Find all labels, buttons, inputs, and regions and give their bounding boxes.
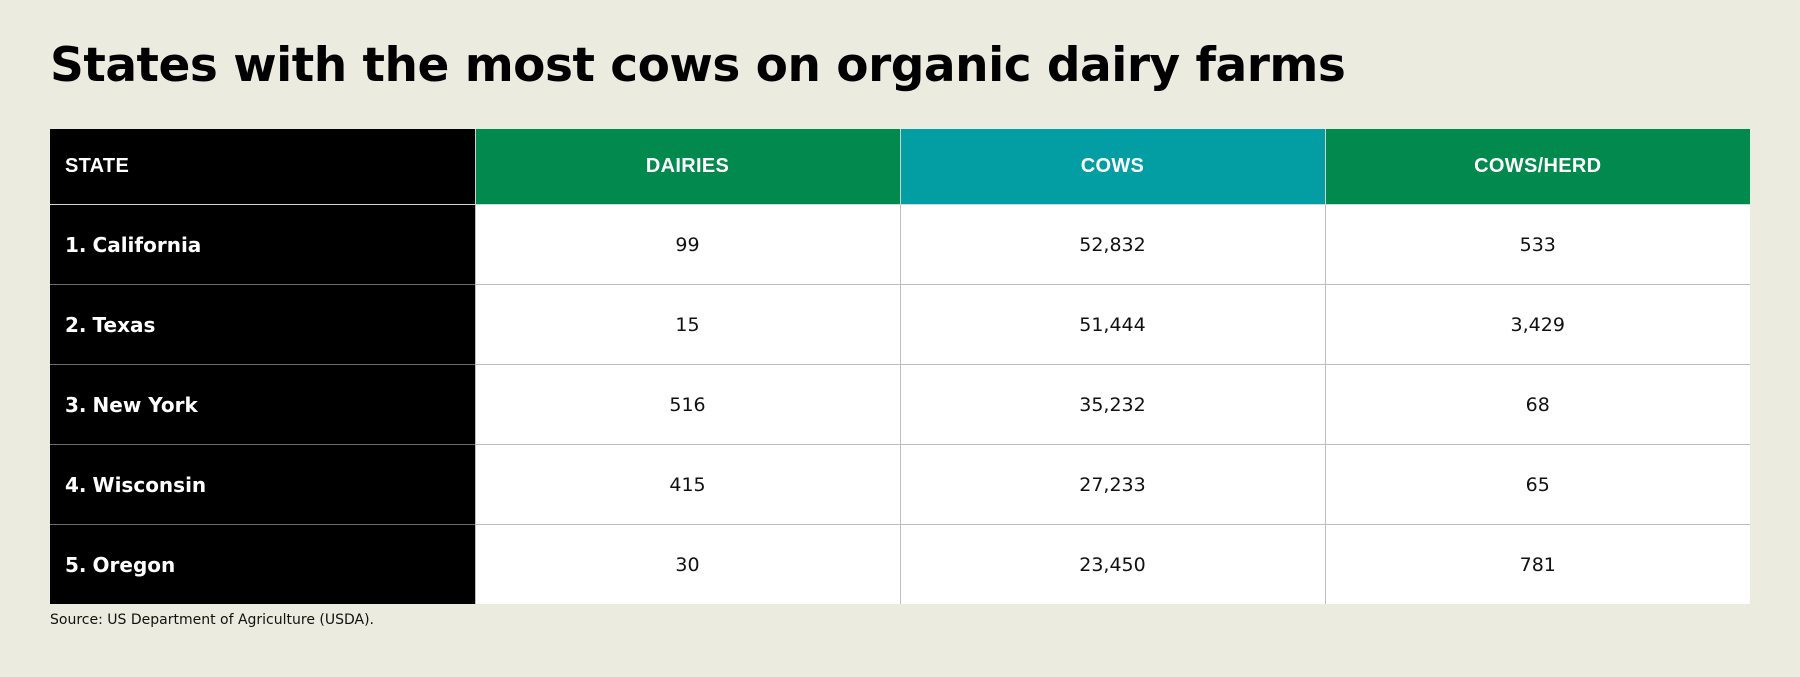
dairies-cell: 99 bbox=[475, 204, 901, 285]
data-table: STATE DAIRIES COWS COWS/HERD 1. Californi… bbox=[50, 129, 1750, 604]
header-cows: COWS bbox=[900, 129, 1326, 205]
state-name: Wisconsin bbox=[92, 472, 207, 497]
rank-label: 5. bbox=[65, 552, 87, 577]
table-row: 1. California 99 52,832 533 bbox=[50, 204, 1750, 285]
rank-label: 4. bbox=[65, 472, 87, 497]
header-dairies: DAIRIES bbox=[475, 129, 901, 205]
cows-per-herd-cell: 65 bbox=[1325, 444, 1750, 525]
cows-per-herd-cell: 3,429 bbox=[1325, 284, 1750, 365]
table-row: 2. Texas 15 51,444 3,429 bbox=[50, 284, 1750, 365]
rank-label: 1. bbox=[65, 232, 87, 257]
state-name: California bbox=[92, 232, 202, 257]
cows-per-herd-cell: 68 bbox=[1325, 364, 1750, 445]
source-note: Source: US Department of Agriculture (US… bbox=[50, 612, 375, 628]
cows-per-herd-cell: 533 bbox=[1325, 204, 1750, 285]
cows-per-herd-cell: 781 bbox=[1325, 524, 1750, 604]
dairies-cell: 15 bbox=[475, 284, 901, 365]
rank-label: 3. bbox=[65, 392, 87, 417]
state-cell: 4. Wisconsin bbox=[50, 444, 476, 525]
header-cows-per-herd: COWS/HERD bbox=[1325, 129, 1750, 205]
state-cell: 5. Oregon bbox=[50, 524, 476, 604]
cows-cell: 35,232 bbox=[900, 364, 1326, 445]
dairies-cell: 30 bbox=[475, 524, 901, 604]
table-row: 5. Oregon 30 23,450 781 bbox=[50, 524, 1750, 604]
table-row: 4. Wisconsin 415 27,233 65 bbox=[50, 444, 1750, 525]
rank-label: 2. bbox=[65, 312, 87, 337]
cows-cell: 27,233 bbox=[900, 444, 1326, 525]
state-name: Oregon bbox=[92, 552, 176, 577]
cows-cell: 23,450 bbox=[900, 524, 1326, 604]
state-name: Texas bbox=[92, 312, 156, 337]
header-state: STATE bbox=[50, 129, 476, 205]
chart-title: States with the most cows on organic dai… bbox=[50, 38, 1346, 93]
state-cell: 2. Texas bbox=[50, 284, 476, 365]
state-name: New York bbox=[92, 392, 198, 417]
dairies-cell: 516 bbox=[475, 364, 901, 445]
header-row: STATE DAIRIES COWS COWS/HERD bbox=[50, 129, 1750, 205]
table-row: 3. New York 516 35,232 68 bbox=[50, 364, 1750, 445]
state-cell: 1. California bbox=[50, 204, 476, 285]
state-cell: 3. New York bbox=[50, 364, 476, 445]
dairies-cell: 415 bbox=[475, 444, 901, 525]
cows-cell: 51,444 bbox=[900, 284, 1326, 365]
cows-cell: 52,832 bbox=[900, 204, 1326, 285]
